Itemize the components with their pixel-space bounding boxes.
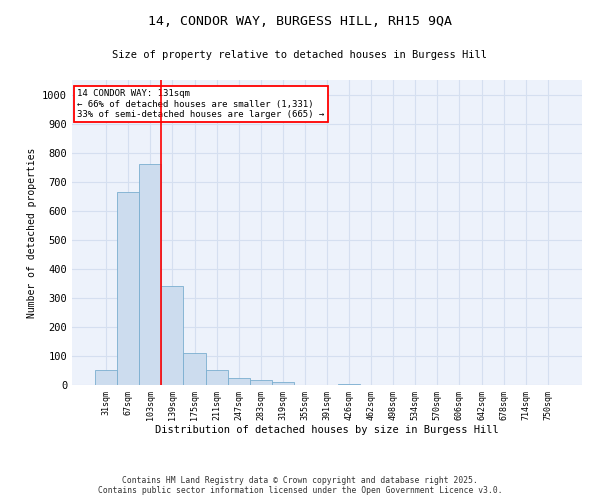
Bar bbox=[227, 378, 250, 385]
Bar bbox=[117, 192, 139, 385]
Text: 14 CONDOR WAY: 131sqm
← 66% of detached houses are smaller (1,331)
33% of semi-d: 14 CONDOR WAY: 131sqm ← 66% of detached … bbox=[77, 89, 325, 119]
X-axis label: Distribution of detached houses by size in Burgess Hill: Distribution of detached houses by size … bbox=[155, 426, 499, 436]
Bar bbox=[95, 370, 117, 385]
Bar bbox=[139, 164, 161, 385]
Text: 14, CONDOR WAY, BURGESS HILL, RH15 9QA: 14, CONDOR WAY, BURGESS HILL, RH15 9QA bbox=[148, 15, 452, 28]
Bar bbox=[161, 286, 184, 385]
Text: Contains HM Land Registry data © Crown copyright and database right 2025.
Contai: Contains HM Land Registry data © Crown c… bbox=[98, 476, 502, 495]
Bar bbox=[338, 384, 360, 385]
Bar bbox=[250, 380, 272, 385]
Text: Size of property relative to detached houses in Burgess Hill: Size of property relative to detached ho… bbox=[113, 50, 487, 60]
Bar bbox=[184, 353, 206, 385]
Bar bbox=[272, 382, 294, 385]
Y-axis label: Number of detached properties: Number of detached properties bbox=[26, 148, 37, 318]
Bar bbox=[206, 370, 227, 385]
